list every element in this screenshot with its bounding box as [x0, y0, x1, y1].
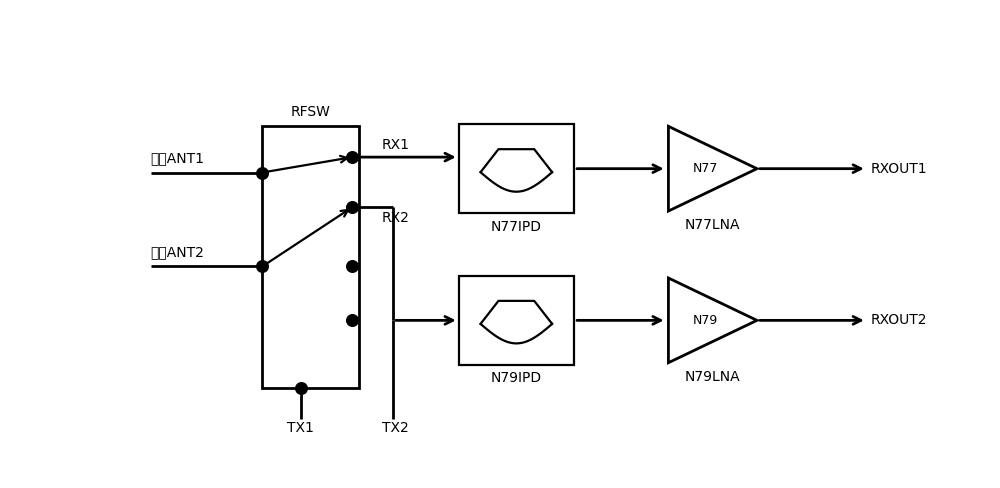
Text: 天线ANT1: 天线ANT1 [151, 152, 205, 165]
Text: N77IPD: N77IPD [491, 220, 542, 234]
Text: N79: N79 [692, 314, 718, 327]
Text: RX1: RX1 [382, 138, 410, 152]
Text: N77LNA: N77LNA [685, 218, 740, 232]
Text: RXOUT2: RXOUT2 [871, 313, 927, 327]
Bar [459, 276, 574, 365]
Polygon shape [668, 278, 757, 363]
Text: RXOUT1: RXOUT1 [871, 162, 927, 176]
Bar [262, 126, 358, 388]
Text: N79LNA: N79LNA [685, 369, 741, 384]
Point [254, 263, 270, 270]
Text: N77: N77 [692, 162, 718, 175]
Text: 天线ANT2: 天线ANT2 [151, 245, 204, 260]
Point [293, 384, 309, 392]
Point [254, 169, 270, 177]
Text: RFSW: RFSW [290, 105, 330, 120]
Text: TX2: TX2 [382, 421, 409, 435]
Bar [459, 124, 574, 213]
Point [344, 203, 360, 211]
Text: N79IPD: N79IPD [491, 371, 542, 386]
Text: RX2: RX2 [382, 211, 409, 225]
Point [344, 316, 360, 324]
Text: TX1: TX1 [287, 421, 314, 435]
Polygon shape [668, 126, 757, 211]
Point [344, 153, 360, 161]
Point [344, 263, 360, 270]
